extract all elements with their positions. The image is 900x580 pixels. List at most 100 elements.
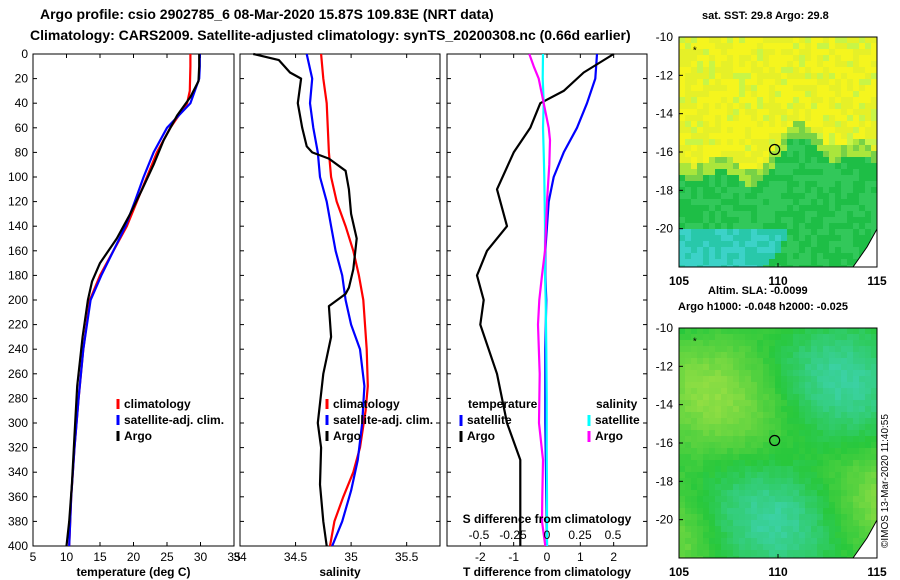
map-cell — [721, 103, 727, 109]
map-cell — [829, 424, 835, 430]
map-cell — [721, 346, 727, 352]
map-cell — [721, 235, 727, 241]
map-cell — [745, 193, 751, 199]
map-cell — [835, 193, 841, 199]
map-cell — [703, 412, 709, 418]
map-cell — [691, 484, 697, 490]
map-cell — [733, 334, 739, 340]
map-cell — [775, 376, 781, 382]
map-cell — [757, 133, 763, 139]
map-cell — [817, 253, 823, 259]
map-cell — [829, 253, 835, 259]
map-cell — [739, 259, 745, 265]
map-cell — [685, 187, 691, 193]
map-cell — [739, 169, 745, 175]
map-cell — [775, 121, 781, 127]
map-cell — [691, 55, 697, 61]
map-cell — [829, 472, 835, 478]
map-cell — [751, 400, 757, 406]
map-cell — [685, 211, 691, 217]
map-cell — [715, 217, 721, 223]
map-cell — [841, 532, 847, 538]
map-cell — [787, 508, 793, 514]
map-cell — [691, 91, 697, 97]
map-cell — [679, 49, 685, 55]
map-cell — [721, 364, 727, 370]
map-cell — [751, 229, 757, 235]
map-cell — [697, 157, 703, 163]
map-cell — [727, 454, 733, 460]
map-cell — [775, 352, 781, 358]
series-s-argo — [528, 53, 552, 547]
map-cell — [751, 199, 757, 205]
map-cell — [709, 496, 715, 502]
map-cell — [811, 49, 817, 55]
map-cell — [751, 490, 757, 496]
map-cell — [715, 157, 721, 163]
map-cell — [697, 340, 703, 346]
map-cell — [841, 346, 847, 352]
map-cell — [703, 85, 709, 91]
map-cell — [697, 265, 703, 267]
map-cell — [775, 448, 781, 454]
map-cell — [841, 340, 847, 346]
map-cell — [835, 157, 841, 163]
map-cell — [853, 544, 859, 550]
map-cell — [781, 514, 787, 520]
map-cell — [703, 235, 709, 241]
map-cell — [829, 151, 835, 157]
map-cell — [835, 442, 841, 448]
map-cell — [805, 328, 811, 334]
map-cell — [703, 466, 709, 472]
map-cell — [739, 79, 745, 85]
map-cell — [709, 145, 715, 151]
map-cell — [763, 181, 769, 187]
map-cell — [769, 85, 775, 91]
map-cell — [847, 61, 853, 67]
map-cell — [691, 442, 697, 448]
map-cell — [745, 217, 751, 223]
map-cell — [751, 133, 757, 139]
map-cell — [829, 217, 835, 223]
map-cell — [751, 406, 757, 412]
map-cell — [793, 430, 799, 436]
map-cell — [823, 139, 829, 145]
map-cell — [781, 49, 787, 55]
map-cell — [841, 394, 847, 400]
map-cell — [775, 370, 781, 376]
map-cell — [703, 334, 709, 340]
x-tick-label: 30 — [194, 550, 208, 564]
map-cell — [781, 265, 787, 267]
map-cell — [775, 400, 781, 406]
map-cell — [793, 556, 799, 558]
map-cell — [787, 247, 793, 253]
map-cell — [745, 352, 751, 358]
map-cell — [847, 91, 853, 97]
map-cell — [721, 205, 727, 211]
map-cell — [853, 181, 859, 187]
map-cell — [871, 460, 877, 466]
map-cell — [721, 394, 727, 400]
map-cell — [757, 424, 763, 430]
map-cell — [811, 247, 817, 253]
y-tick-label: 260 — [8, 367, 28, 381]
map-cell — [859, 424, 865, 430]
map-cell — [859, 247, 865, 253]
map-cell — [763, 376, 769, 382]
map-cell — [787, 43, 793, 49]
map-cell — [865, 241, 871, 247]
map-cell — [739, 205, 745, 211]
map-cell — [679, 328, 685, 334]
map-cell — [805, 394, 811, 400]
map-cell — [733, 199, 739, 205]
x-tick-label: 2 — [610, 550, 617, 564]
map-cell — [721, 151, 727, 157]
map-cell — [859, 412, 865, 418]
map-cell — [739, 550, 745, 556]
map-cell — [751, 454, 757, 460]
map-cell — [799, 430, 805, 436]
map-cell — [679, 133, 685, 139]
map-cell — [679, 430, 685, 436]
map-cell — [685, 472, 691, 478]
map-cell — [781, 127, 787, 133]
